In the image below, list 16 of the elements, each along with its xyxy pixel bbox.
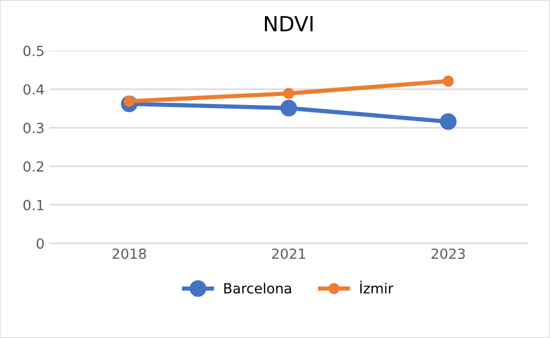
point <box>280 100 298 116</box>
legend-label: Barcelona <box>224 282 291 294</box>
y-tick-label: 0.4 <box>23 84 44 95</box>
y-tick-label: 0.2 <box>23 161 44 172</box>
y-tick-label: 0.1 <box>23 200 44 210</box>
x-tick-label: 2023 <box>432 248 465 259</box>
chart-title: NDVI <box>264 16 313 32</box>
x-tick-label: 2021 <box>272 248 306 259</box>
point <box>283 88 294 100</box>
legend-label: İzmir <box>360 280 394 294</box>
point <box>442 76 454 87</box>
y-tick-label: 0.5 <box>23 46 44 56</box>
y-tick-label: 0 <box>36 238 44 249</box>
point <box>440 113 457 130</box>
x-tick-label: 2018 <box>112 248 146 259</box>
y-tick-label: 0.3 <box>23 122 44 134</box>
